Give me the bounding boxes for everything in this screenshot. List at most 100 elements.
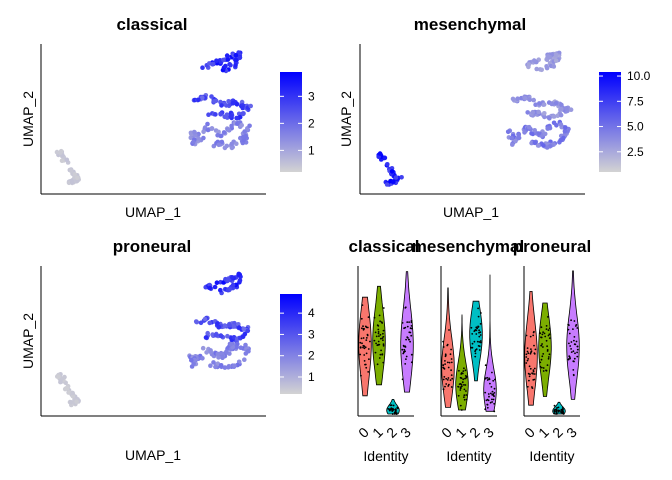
violin-point <box>360 374 362 377</box>
cell-point <box>542 131 548 137</box>
cell-point <box>218 363 224 368</box>
cell-point <box>551 64 557 69</box>
violin-point <box>576 355 579 358</box>
violin-point <box>447 385 450 387</box>
violin-point <box>475 326 478 329</box>
violin-point <box>382 339 384 342</box>
violin-point <box>479 334 482 336</box>
violin-point <box>393 413 396 415</box>
violin-point <box>486 406 489 409</box>
violin-point <box>443 376 446 378</box>
cell-point <box>216 355 221 360</box>
cell-point <box>544 65 550 71</box>
cell-point <box>535 143 541 148</box>
cell-point <box>542 114 547 120</box>
cell-point <box>389 169 395 174</box>
cell-point <box>233 63 238 68</box>
violin-point <box>570 341 573 343</box>
cell-point <box>563 125 568 130</box>
cell-point <box>391 179 396 184</box>
cell-point <box>236 272 241 278</box>
cell-point <box>382 155 388 161</box>
violin-point <box>531 387 534 389</box>
violin-point <box>561 410 564 412</box>
color-legend: 2.5 5.0 7.5 10.0 <box>599 69 651 172</box>
violin-point <box>461 385 463 387</box>
violin-point <box>361 327 363 330</box>
violin-point <box>572 374 575 377</box>
cell-point <box>196 136 201 141</box>
violin-point <box>492 394 495 396</box>
cell-point <box>192 130 197 135</box>
cell-point <box>547 116 552 121</box>
violin-point <box>367 371 370 373</box>
cell-point <box>228 113 233 119</box>
cell-point <box>215 351 221 357</box>
violin-point <box>373 316 376 319</box>
violin-point <box>526 347 529 349</box>
violin-point <box>460 383 463 386</box>
violin-point <box>446 361 449 364</box>
cell-point <box>58 379 63 385</box>
violin-point <box>540 326 543 329</box>
violin-point <box>493 410 496 413</box>
violin-point <box>361 304 364 306</box>
violin-point <box>488 377 490 380</box>
cell-point <box>542 111 547 116</box>
x-axis-label: UMAP_1 <box>125 447 181 463</box>
violin-point <box>388 408 391 410</box>
cell-point <box>64 157 70 163</box>
color-legend: 1 2 3 4 <box>280 294 315 394</box>
violin-point <box>403 351 405 354</box>
x-axis-label: UMAP_1 <box>125 204 181 220</box>
violin-point <box>401 322 404 324</box>
violin-point <box>528 379 530 382</box>
violin-shape <box>469 300 483 382</box>
cell-point <box>228 341 233 347</box>
violin-point <box>410 321 413 324</box>
violin-point <box>460 372 463 374</box>
violin-point <box>359 353 362 356</box>
cell-point <box>533 102 538 107</box>
cell-point <box>193 319 199 324</box>
violin-point <box>547 329 550 332</box>
violin-point <box>480 312 482 314</box>
violin-point <box>409 340 411 343</box>
cell-point <box>222 323 228 328</box>
violin-point <box>484 377 487 380</box>
violin-point <box>374 351 377 354</box>
violin-point <box>362 346 364 349</box>
legend-tick-label: 2 <box>308 349 315 363</box>
violin-point <box>362 325 364 328</box>
cell-point <box>399 175 404 180</box>
violin-point <box>377 340 380 343</box>
cell-point <box>510 142 515 147</box>
violin-point <box>377 328 380 331</box>
violin-point <box>458 369 460 372</box>
cell-point <box>227 286 233 292</box>
cell-point <box>202 316 208 322</box>
violin-point <box>528 375 531 378</box>
violin-point <box>362 337 365 339</box>
violin-point <box>463 388 466 391</box>
cell-point <box>219 133 224 139</box>
violin-point <box>365 339 368 341</box>
violin-point <box>547 334 550 337</box>
violin-point <box>553 412 556 415</box>
violin-point <box>410 320 413 322</box>
color-bar <box>280 72 302 172</box>
violin-point <box>567 328 570 331</box>
violin-point <box>365 326 368 329</box>
cell-point <box>200 356 205 361</box>
violin-point <box>533 353 536 355</box>
violin-point <box>540 336 543 339</box>
violin-point <box>365 337 368 339</box>
violin-point <box>479 340 482 342</box>
violin-point <box>391 413 394 415</box>
featureplot-mesenchymal: mesenchymal UMAP_1 UMAP_2 2.5 5.0 7.5 10.0 <box>338 15 651 220</box>
violin-point <box>410 334 413 337</box>
color-bar <box>599 72 621 172</box>
cell-point <box>553 52 559 57</box>
violin-point <box>382 329 385 332</box>
